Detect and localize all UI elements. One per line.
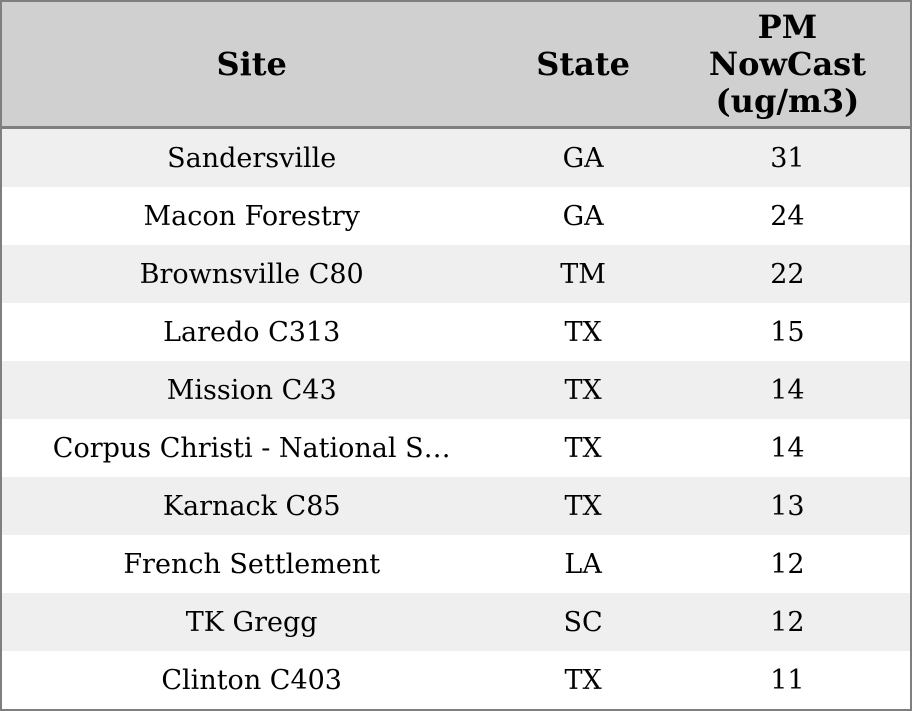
table-header-row: Site State PM NowCast (ug/m3) [2, 2, 910, 129]
state-cell: TX [564, 316, 602, 348]
pm-nowcast-cell: 31 [770, 142, 805, 174]
pm-nowcast-cell: 14 [770, 432, 805, 464]
table-row: Sandersville GA 31 [2, 129, 910, 187]
site-cell: Sandersville [167, 142, 337, 174]
table-row: Macon Forestry GA 24 [2, 187, 910, 245]
pm-nowcast-cell: 12 [770, 548, 805, 580]
table-body: Sandersville GA 31 Macon Forestry GA 24 … [2, 129, 910, 709]
state-cell: SC [563, 606, 603, 638]
pm-nowcast-cell: 14 [770, 374, 805, 406]
state-cell: TX [564, 432, 602, 464]
state-cell: GA [562, 142, 604, 174]
state-cell: TM [560, 258, 606, 290]
pm-nowcast-cell: 24 [770, 200, 805, 232]
pm-nowcast-cell: 11 [770, 664, 805, 696]
pm-nowcast-cell: 13 [770, 490, 805, 522]
pm-nowcast-cell: 22 [770, 258, 805, 290]
table-row: Corpus Christi - National S… TX 14 [2, 419, 910, 477]
table-row: Mission C43 TX 14 [2, 361, 910, 419]
state-cell: TX [564, 490, 602, 522]
site-cell: Laredo C313 [163, 316, 341, 348]
state-cell: LA [564, 548, 602, 580]
site-cell: Clinton C403 [161, 664, 342, 696]
site-cell: Brownsville C80 [139, 258, 364, 290]
table-row: Karnack C85 TX 13 [2, 477, 910, 535]
state-cell: TX [564, 374, 602, 406]
pm-nowcast-cell: 15 [770, 316, 805, 348]
state-cell: TX [564, 664, 602, 696]
site-cell: Corpus Christi - National S… [52, 432, 451, 464]
site-cell: Macon Forestry [143, 200, 360, 232]
pm-nowcast-cell: 12 [770, 606, 805, 638]
column-header-pm-nowcast: PM NowCast (ug/m3) [708, 7, 866, 120]
site-cell: Karnack C85 [162, 490, 341, 522]
table-row: Brownsville C80 TM 22 [2, 245, 910, 303]
table-row: Clinton C403 TX 11 [2, 651, 910, 709]
site-cell: TK Gregg [185, 606, 318, 638]
column-header-state: State [536, 44, 630, 83]
site-cell: French Settlement [123, 548, 381, 580]
table-row: French Settlement LA 12 [2, 535, 910, 593]
table-row: Laredo C313 TX 15 [2, 303, 910, 361]
state-cell: GA [562, 200, 604, 232]
table-row: TK Gregg SC 12 [2, 593, 910, 651]
column-header-site: Site [216, 44, 287, 83]
site-cell: Mission C43 [166, 374, 337, 406]
